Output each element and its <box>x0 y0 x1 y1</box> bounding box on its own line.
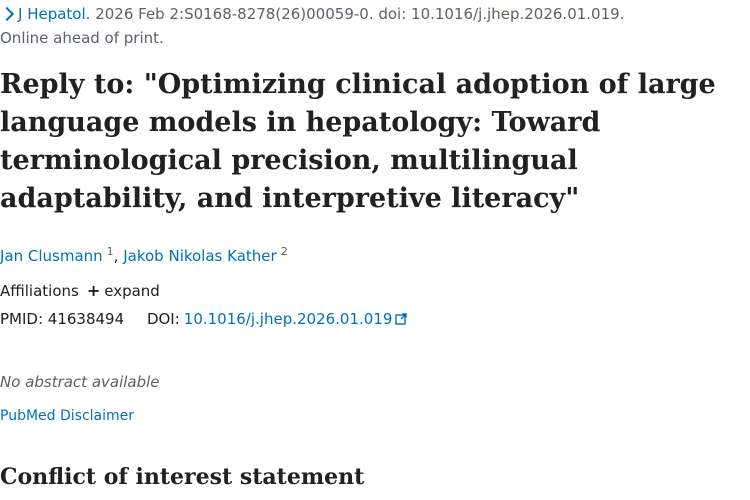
citation-details: 2026 Feb 2:S0168-8278(26)00059-0. doi: 1… <box>95 5 625 23</box>
author-link-kather[interactable]: Jakob Nikolas Kather <box>123 247 277 265</box>
affiliation-ref-2[interactable]: 2 <box>280 245 288 258</box>
publication-status: Online ahead of print. <box>0 29 164 47</box>
pubmed-disclaimer-link[interactable]: PubMed Disclaimer <box>0 408 135 424</box>
conflict-of-interest-heading: Conflict of interest statement <box>0 464 365 490</box>
identifiers-row: PMID: 41638494 DOI: 10.1016/j.jhep.2026.0… <box>0 308 408 330</box>
author-link-clusmann[interactable]: Jan Clusmann <box>0 247 103 265</box>
affiliation-ref-1[interactable]: 1 <box>106 245 114 258</box>
chevron-right-icon[interactable] <box>0 6 15 22</box>
no-abstract-note: No abstract available <box>0 373 160 391</box>
doi-label: DOI: <box>146 310 180 328</box>
affiliations-label: Affiliations <box>0 282 79 300</box>
doi-value: 10.1016/j.jhep.2026.01.019 <box>183 310 393 328</box>
pmid-label: PMID: <box>0 310 44 328</box>
affiliations-row: Affiliations + expand <box>0 280 160 302</box>
pmid-value: 41638494 <box>47 310 125 328</box>
doi-link[interactable]: 10.1016/j.jhep.2026.01.019 <box>184 310 408 328</box>
plus-icon: + <box>86 281 101 300</box>
external-link-icon <box>395 313 408 325</box>
citation-line: J Hepatol. 2026 Feb 2:S0168-8278(26)0005… <box>0 4 624 24</box>
journal-link[interactable]: J Hepatol. <box>18 5 91 23</box>
expand-label: expand <box>104 282 160 300</box>
authors-list: Jan Clusmann 1, Jakob Nikolas Kather 2 <box>0 241 288 267</box>
author-separator: , <box>113 247 119 265</box>
article-title: Reply to: "Optimizing clinical adoption … <box>0 69 716 214</box>
expand-affiliations-button[interactable]: + expand <box>86 281 160 300</box>
